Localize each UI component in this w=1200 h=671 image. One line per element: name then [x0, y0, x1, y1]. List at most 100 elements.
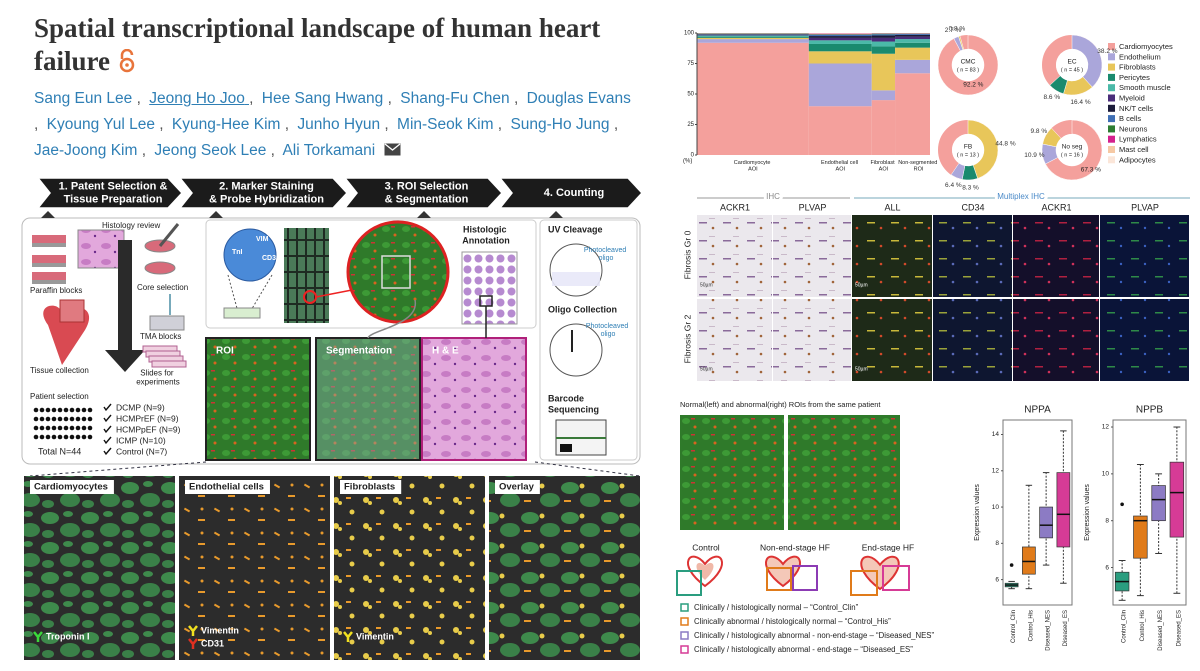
- slide: [151, 360, 187, 368]
- legend-swatch: [680, 603, 689, 612]
- bar-segment: [871, 90, 896, 101]
- legend-swatch: [1108, 73, 1115, 81]
- label: Tissue collection: [30, 366, 89, 375]
- tma-block: [149, 315, 185, 331]
- label: TnI: [232, 249, 243, 256]
- x-tick-label: Control_Clin: [1011, 610, 1017, 643]
- x-tick-label: Control_His: [1140, 610, 1146, 641]
- author[interactable]: Jeong Seok Lee: [154, 142, 275, 159]
- step-title: & Segmentation: [385, 193, 469, 205]
- x-tick-label: Cardiomyocyte AOI: [734, 160, 772, 173]
- value-label: 16.4 %: [1070, 99, 1090, 106]
- step-title: 2. Marker Staining: [219, 180, 314, 192]
- author[interactable]: Sang Eun Lee: [34, 90, 141, 107]
- column-label: CD34: [961, 202, 984, 212]
- roi-box: [381, 255, 411, 289]
- author[interactable]: Shang-Fu Chen: [400, 90, 518, 107]
- legend-swatch: [1108, 94, 1115, 102]
- patient-icon: [57, 425, 63, 431]
- bar-segment: [871, 53, 896, 91]
- title-bg: [30, 480, 114, 494]
- legend-swatch: [680, 645, 689, 654]
- legend-label: Smooth muscle: [1119, 83, 1171, 92]
- panel-label: Segmentation: [326, 346, 392, 357]
- patient-icon: [51, 407, 57, 413]
- author[interactable]: Sung-Ho Jung: [510, 116, 618, 133]
- legend-swatch: [1108, 146, 1115, 153]
- label: DCMP (N=9): [116, 402, 165, 412]
- y-tick-label: 6: [995, 576, 999, 583]
- email-icon[interactable]: [384, 143, 401, 156]
- patient-icon: [39, 425, 45, 431]
- heart-inner: [696, 562, 714, 580]
- legend-swatch: [1108, 63, 1115, 71]
- roi-image: [680, 415, 784, 530]
- author[interactable]: Min-Seok Kim: [397, 116, 502, 133]
- y-tick-label: 50: [687, 92, 694, 98]
- seq-slot: [560, 444, 572, 452]
- column-label: PLVAP: [799, 202, 827, 212]
- bar-segment: [808, 40, 872, 44]
- bar-segment: [697, 37, 809, 40]
- author[interactable]: Ali Torkamani: [282, 142, 376, 159]
- bar-segment: [895, 36, 930, 40]
- patient-icon: [63, 434, 69, 440]
- patient-icon: [33, 407, 39, 413]
- marker-icon: [343, 631, 353, 642]
- patient-icon: [39, 434, 45, 440]
- patient-icon: [87, 416, 93, 422]
- legend-label: Clinically / histologically abnormal - n…: [694, 631, 934, 640]
- step3-image: [205, 337, 311, 461]
- donut-subtitle: ( n = 16 ): [1061, 152, 1083, 158]
- check-icon: [103, 425, 112, 434]
- workflow-panel: [21, 217, 641, 465]
- check-icon: [103, 436, 112, 445]
- segmentation-image: [334, 476, 485, 660]
- donut-title: CMC: [961, 59, 976, 66]
- x-tick-label: Diseased_NES: [1046, 610, 1052, 651]
- label: Total N=44: [38, 446, 81, 456]
- group-box: [766, 567, 792, 591]
- scale-bar: 50µm: [700, 282, 713, 288]
- label: Histologic Annotation: [462, 225, 510, 246]
- bar-segment: [895, 59, 930, 74]
- bar-segment: [871, 41, 896, 47]
- label: Barcode Sequencing: [548, 394, 599, 415]
- box: [1056, 472, 1071, 548]
- author[interactable]: Kyung-Hee Kim: [172, 116, 289, 133]
- label: HCMPrEF (N=9): [116, 413, 179, 423]
- legend-label: Adipocytes: [1119, 155, 1156, 164]
- ihc-image: [697, 215, 772, 297]
- row-label: Fibrosis Gr 2: [682, 314, 692, 363]
- author[interactable]: Junho Hyun: [297, 116, 388, 133]
- column-label: PLVAP: [1131, 202, 1159, 212]
- y-tick-label: 8: [995, 540, 999, 547]
- author[interactable]: Hee Sang Hwang: [262, 90, 392, 107]
- y-tick-label: 12: [1102, 424, 1110, 431]
- marker-icon: [33, 631, 43, 642]
- patient-icon: [51, 416, 57, 422]
- x-tick-label: Control_Clin: [1122, 610, 1128, 643]
- group-label: End-stage HF: [862, 542, 914, 552]
- author[interactable]: Jeong Ho Joo: [149, 90, 253, 107]
- donut-hole: [952, 49, 984, 81]
- patient-icon: [57, 407, 63, 413]
- label: Vimentin: [201, 625, 239, 635]
- author[interactable]: Kyoung Yul Lee: [47, 116, 164, 133]
- author[interactable]: Jae-Joong Kim: [34, 142, 146, 159]
- marker-icon: [188, 638, 198, 649]
- group-box: [850, 570, 878, 596]
- value-label: 8.3 %: [962, 185, 979, 192]
- label: Control (N=7): [116, 446, 167, 456]
- row-label: Fibrosis Gr 0: [682, 230, 692, 279]
- column-label: ACKR1: [720, 202, 750, 212]
- label: Photocleaved oligo: [586, 323, 630, 338]
- panel-title: Fibroblasts: [344, 482, 395, 493]
- label: Slides for experiments: [136, 369, 180, 387]
- panel-notch: [209, 211, 223, 218]
- scale-bar: 50µm: [700, 366, 713, 372]
- y-tick-label: 12: [992, 468, 1000, 475]
- label: Photocleaved oligo: [584, 247, 628, 262]
- patient-icon: [69, 434, 75, 440]
- label: Histology review: [102, 221, 160, 230]
